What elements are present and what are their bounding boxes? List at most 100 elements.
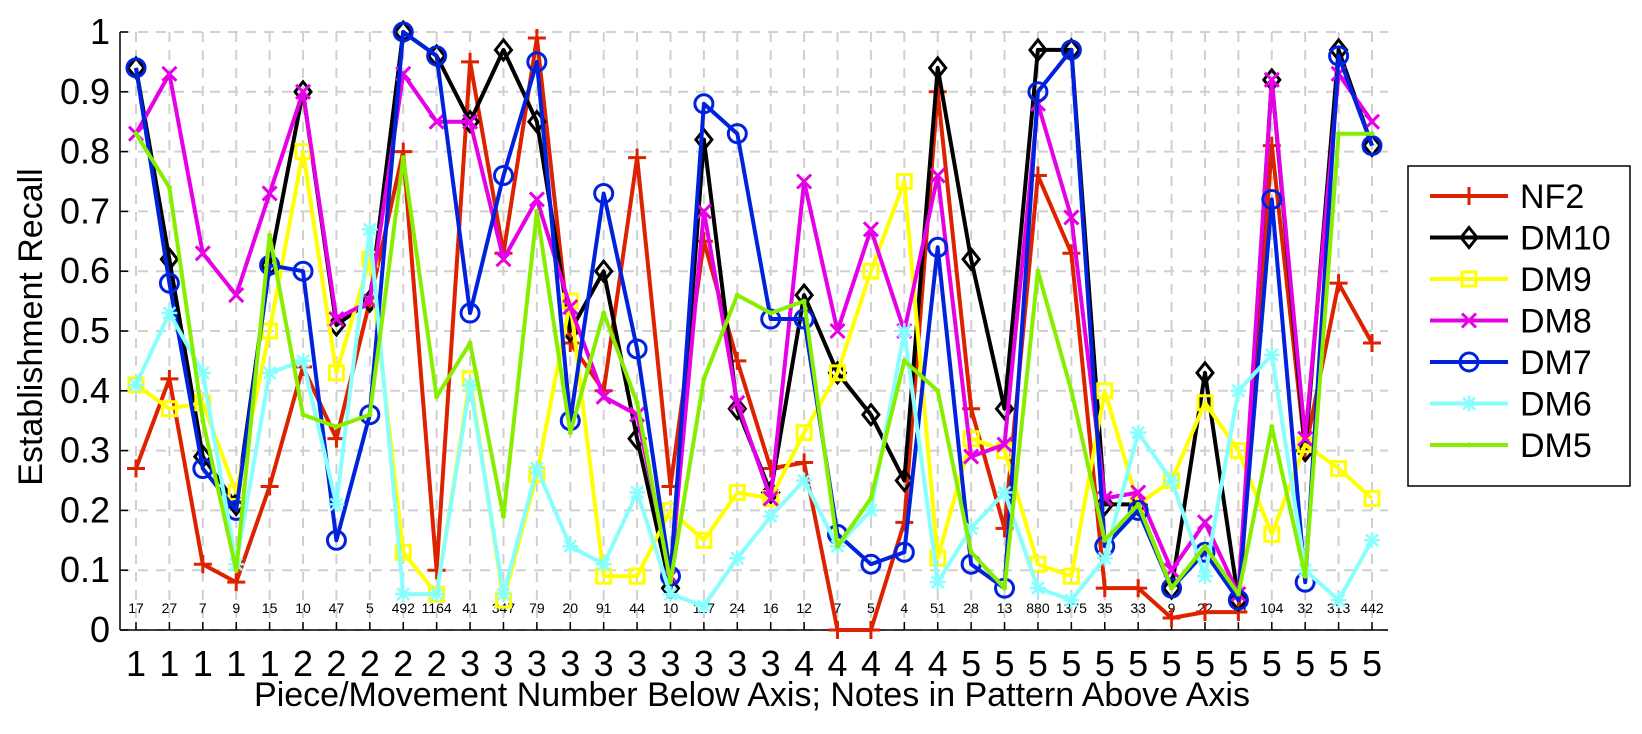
data-point-dm8: [495, 251, 512, 268]
data-point-dm5: [534, 208, 540, 214]
note-count-label: 91: [596, 600, 612, 616]
note-count-label: 13: [997, 600, 1013, 616]
series-lines: [125, 19, 1383, 639]
data-point-dm5: [500, 513, 506, 519]
note-count-label: 16: [763, 600, 779, 616]
data-point-dm8: [1263, 71, 1280, 88]
data-point-dm6: [295, 352, 312, 369]
note-count-label: 17: [128, 600, 144, 616]
y-tick-label: 0.2: [60, 489, 110, 530]
data-point-dm6: [629, 484, 646, 501]
data-point-dm7: [292, 260, 314, 282]
data-point-dm10: [961, 246, 982, 272]
data-point-dm7: [693, 93, 715, 115]
data-point-dm5: [1235, 591, 1241, 597]
data-point-dm8: [1363, 113, 1381, 130]
data-point-dm5: [935, 388, 941, 394]
note-count-label: 47: [329, 600, 345, 616]
legend-box: [1407, 165, 1631, 487]
data-point-dm8: [796, 173, 813, 190]
y-tick-labels: 0 0.1 0.2 0.3 0.4 0.5 0.6 0.7 0.8 0.9 1: [60, 11, 128, 650]
note-count-label: 9: [232, 600, 240, 616]
data-point-dm5: [233, 567, 239, 573]
data-point-dm9: [1229, 442, 1247, 460]
x-tick-label: 2: [393, 643, 413, 684]
data-point-dm6: [762, 508, 779, 525]
data-point-dm7: [626, 338, 648, 360]
data-point-dm10: [593, 258, 614, 284]
data-point-dm7: [158, 272, 180, 294]
x-tick-label: 4: [827, 643, 847, 684]
data-point-dm6: [428, 586, 445, 603]
data-point-dm8: [996, 436, 1013, 453]
x-tick-label: 1: [159, 643, 179, 684]
data-point-nf2: [628, 148, 647, 167]
y-tick-label: 0.3: [60, 430, 110, 471]
data-point-dm7: [392, 21, 414, 43]
note-count-label: 4: [900, 600, 908, 616]
data-point-dm5: [1068, 388, 1074, 394]
data-point-dm5: [768, 310, 774, 316]
data-point-dm8: [528, 191, 545, 208]
data-point-dm7: [893, 541, 915, 563]
x-tick-label: 5: [1362, 643, 1382, 684]
data-point-dm8: [562, 299, 579, 316]
data-point-dm5: [1169, 585, 1175, 591]
data-point-dm7: [860, 553, 882, 575]
y-tick-label: 0.7: [60, 190, 110, 231]
x-axis-label: Piece/Movement Number Below Axis; Notes …: [254, 676, 1250, 714]
y-tick-label: 0.8: [60, 131, 110, 172]
x-tick-label: 3: [761, 643, 781, 684]
data-point-dm5: [1336, 131, 1342, 137]
note-count-label: 12: [796, 600, 812, 616]
data-point-dm10: [1195, 360, 1215, 386]
legend-label-nf2: NF2: [1520, 178, 1584, 216]
data-point-dm6: [562, 538, 579, 555]
legend-label-dm9: DM9: [1520, 261, 1592, 299]
series-dm5: [133, 131, 1375, 597]
note-count-label: 442: [1360, 600, 1384, 616]
data-point-dm9: [1062, 567, 1080, 585]
data-point-dm7: [1060, 39, 1082, 61]
data-point-dm6: [996, 484, 1013, 501]
data-point-dm9: [1330, 460, 1348, 478]
x-tick-label: 4: [794, 643, 814, 684]
data-point-dm6: [194, 364, 211, 381]
data-point-dm6: [796, 472, 813, 489]
data-point-dm5: [1135, 501, 1141, 507]
data-point-dm6: [528, 460, 545, 477]
data-point-dm5: [801, 298, 807, 304]
x-tick-label: 3: [527, 643, 547, 684]
data-point-dm5: [968, 549, 974, 555]
note-count-labels: 17 27 7 9 15 10 47 5 492 1164 41 347 79 20 91 44 10 117 24…: [128, 600, 1384, 616]
legend-marker-dm5: [1466, 442, 1472, 448]
data-point-dm6: [695, 598, 712, 615]
x-tick-label: 2: [293, 643, 313, 684]
data-point-nf2: [193, 555, 212, 574]
data-point-dm5: [133, 131, 139, 137]
data-point-dm7: [526, 51, 548, 73]
data-point-dm5: [166, 184, 172, 190]
x-tick-label: 5: [1228, 643, 1248, 684]
data-point-dm5: [734, 292, 740, 298]
note-count-label: 7: [199, 600, 207, 616]
data-point-nf2: [527, 28, 546, 47]
data-point-dm6: [1063, 592, 1080, 609]
data-point-dm8: [963, 448, 980, 465]
data-point-dm5: [267, 232, 273, 238]
note-count-label: 51: [930, 600, 946, 616]
data-point-dm8: [461, 113, 479, 130]
note-count-label: 35: [1097, 600, 1113, 616]
data-point-dm5: [1302, 573, 1308, 579]
data-point-dm8: [829, 322, 846, 340]
data-point-dm6: [862, 502, 879, 519]
data-point-dm6: [1029, 580, 1046, 597]
x-tick-label: 1: [193, 643, 213, 684]
data-point-dm9: [895, 173, 913, 190]
data-point-dm6: [595, 556, 612, 573]
data-point-dm8: [695, 203, 712, 220]
x-tick-label: 5: [1061, 643, 1081, 684]
data-point-nf2: [1095, 579, 1114, 598]
data-point-dm7: [1161, 577, 1183, 599]
data-point-dm9: [1096, 382, 1114, 400]
